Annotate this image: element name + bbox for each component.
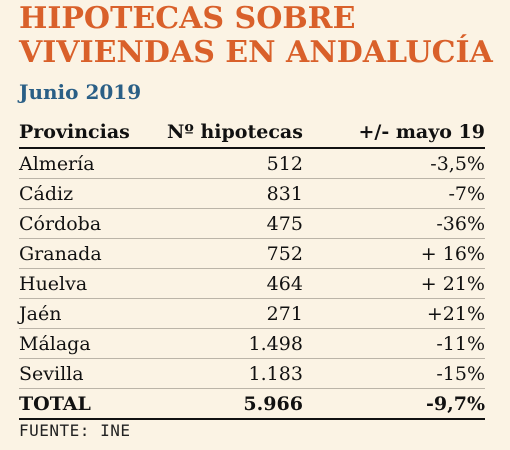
table-row: Huelva 464 + 21% (19, 268, 485, 299)
mortgage-table: Provincias Nº hipotecas +/- mayo 19 Alme… (19, 117, 485, 420)
cell-provincia: Cádiz (19, 178, 167, 209)
source-note: FUENTE: INE (19, 421, 131, 440)
cell-variacion: -36% (302, 208, 485, 239)
header-variacion: +/- mayo 19 (302, 117, 485, 149)
title-line-1: HIPOTECAS SOBRE (19, 1, 356, 36)
cell-provincia: Jaén (19, 298, 167, 329)
cell-variacion: -7% (302, 178, 485, 209)
cell-provincia: Granada (19, 238, 167, 269)
table-row: Sevilla 1.183 -15% (19, 358, 485, 389)
table-total-row: TOTAL 5.966 -9,7% (19, 388, 485, 420)
title-line-2: VIVIENDAS EN ANDALUCÍA (19, 35, 493, 70)
cell-variacion: -15% (302, 358, 485, 389)
cell-provincia: Córdoba (19, 208, 167, 239)
cell-variacion: -9,7% (302, 388, 485, 420)
table-row: Jaén 271 +21% (19, 298, 485, 329)
cell-variacion: + 21% (302, 268, 485, 299)
header-hipotecas: Nº hipotecas (167, 117, 303, 149)
cell-hipotecas: 5.966 (167, 388, 303, 420)
cell-hipotecas: 271 (167, 298, 303, 329)
cell-variacion: + 16% (302, 238, 485, 269)
cell-hipotecas: 464 (167, 268, 303, 299)
table-row: Almería 512 -3,5% (19, 148, 485, 179)
cell-hipotecas: 831 (167, 178, 303, 209)
table-row: Córdoba 475 -36% (19, 208, 485, 239)
table-row: Granada 752 + 16% (19, 238, 485, 269)
table-body: Almería 512 -3,5% Cádiz 831 -7% Córdoba 475 -36%… (19, 148, 485, 420)
cell-provincia: Huelva (19, 268, 167, 299)
cell-hipotecas: 475 (167, 208, 303, 239)
page-title: HIPOTECAS SOBRE VIVIENDAS EN ANDALUCÍA (19, 2, 499, 70)
cell-variacion: -11% (302, 328, 485, 359)
cell-variacion: +21% (302, 298, 485, 329)
header-provincias: Provincias (19, 117, 167, 149)
cell-hipotecas: 512 (167, 148, 303, 179)
cell-provincia: Málaga (19, 328, 167, 359)
cell-hipotecas: 1.183 (167, 358, 303, 389)
table-header-row: Provincias Nº hipotecas +/- mayo 19 (19, 117, 485, 149)
cell-provincia: Sevilla (19, 358, 167, 389)
cell-variacion: -3,5% (302, 148, 485, 179)
cell-provincia: Almería (19, 148, 167, 179)
cell-hipotecas: 752 (167, 238, 303, 269)
cell-hipotecas: 1.498 (167, 328, 303, 359)
table-row: Málaga 1.498 -11% (19, 328, 485, 359)
subtitle: Junio 2019 (19, 80, 142, 104)
cell-provincia: TOTAL (19, 388, 167, 420)
table-row: Cádiz 831 -7% (19, 178, 485, 209)
